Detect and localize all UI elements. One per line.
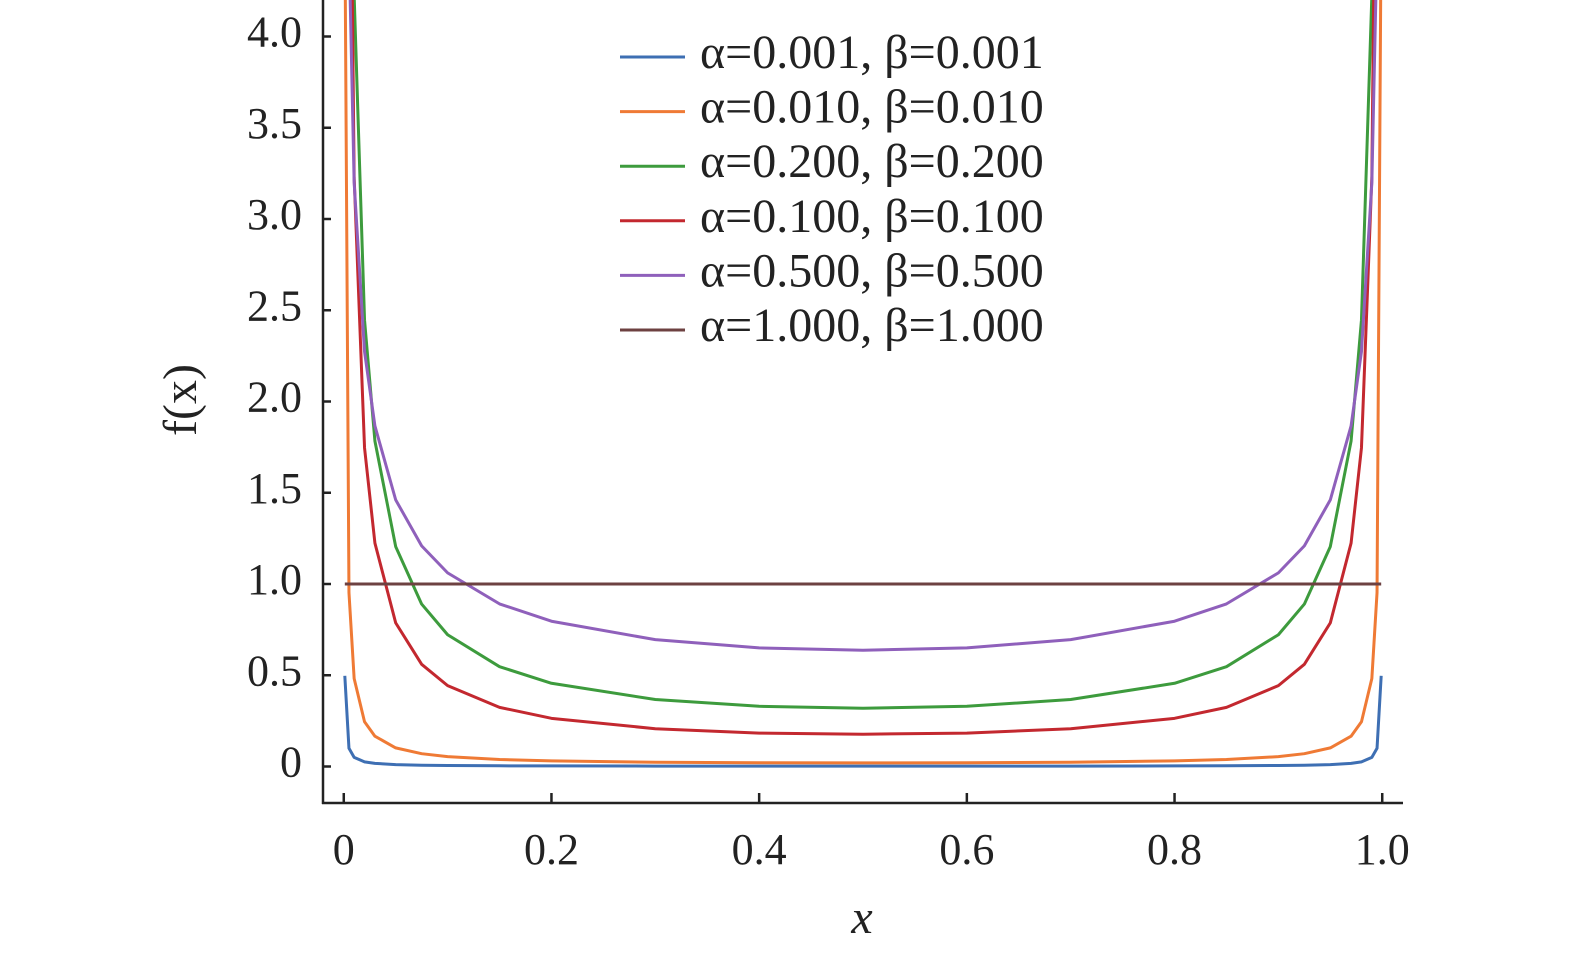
- y-tick-label: 1.0: [247, 555, 302, 604]
- x-axis-label: x: [850, 891, 872, 944]
- y-tick-label: 3.0: [247, 190, 302, 239]
- x-tick-label: 0: [333, 825, 355, 874]
- y-tick-label: 2.0: [247, 373, 302, 422]
- x-tick-label: 0.4: [732, 825, 787, 874]
- y-axis-label: f(x): [154, 364, 207, 436]
- legend-label: α=0.100, β=0.100: [700, 190, 1044, 243]
- y-tick-label: 0.5: [247, 646, 302, 695]
- x-tick-label: 1.0: [1355, 825, 1410, 874]
- legend-label: α=0.010, β=0.010: [700, 81, 1044, 134]
- legend-label: α=0.200, β=0.200: [700, 135, 1044, 188]
- series-line: [343, 0, 1383, 765]
- y-tick-label: 2.5: [247, 281, 302, 330]
- y-tick-label: 0: [280, 738, 302, 787]
- y-tick-label: 3.5: [247, 99, 302, 148]
- series-line: [350, 0, 1376, 736]
- series-line: [343, 675, 1383, 768]
- plot-area: [343, 0, 1383, 768]
- x-tick-label: 0.2: [524, 825, 579, 874]
- legend-label: α=1.000, β=1.000: [700, 299, 1044, 352]
- x-tick-label: 0.6: [939, 825, 994, 874]
- y-tick-label: 4.0: [247, 8, 302, 57]
- legend-label: α=0.500, β=0.500: [700, 244, 1044, 297]
- series-line: [348, 0, 1378, 652]
- y-tick-label: 1.5: [247, 464, 302, 513]
- x-tick-label: 0.8: [1147, 825, 1202, 874]
- series-line: [352, 0, 1374, 710]
- legend-label: α=0.001, β=0.001: [700, 26, 1044, 79]
